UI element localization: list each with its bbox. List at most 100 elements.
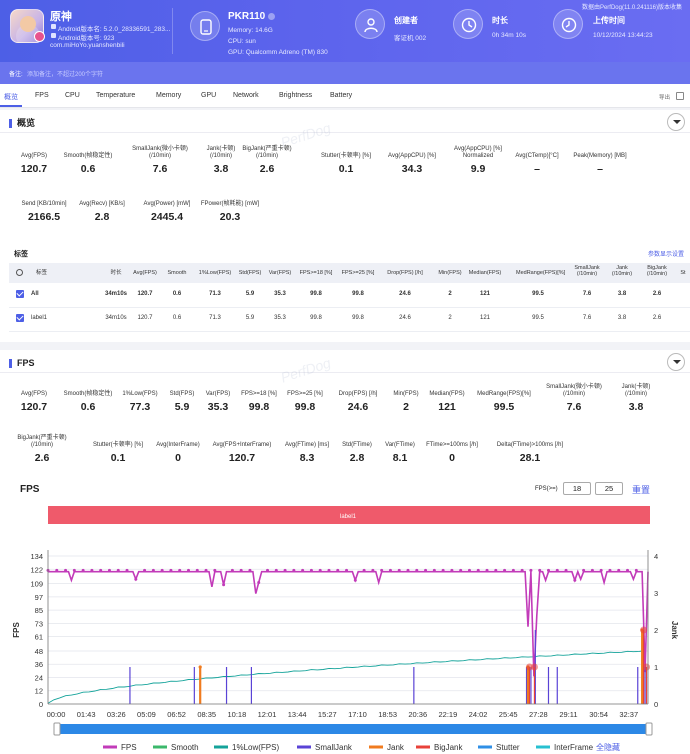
label-band[interactable] bbox=[48, 506, 650, 524]
table-header-cell[interactable]: Smooth bbox=[167, 270, 187, 276]
fps-threshold-input-2[interactable]: 25 bbox=[595, 482, 623, 495]
fps-point bbox=[406, 568, 410, 572]
fps-point bbox=[107, 568, 111, 572]
column-settings-icon[interactable] bbox=[16, 269, 23, 276]
table-header-cell[interactable]: 标签 bbox=[36, 270, 48, 276]
tab-fps[interactable]: FPS bbox=[35, 92, 49, 99]
metric-label: FPS>=18 [%] bbox=[241, 391, 277, 397]
tab-memory[interactable]: Memory bbox=[156, 92, 182, 99]
table-header-cell[interactable]: Median(FPS) bbox=[468, 270, 502, 276]
legend-item-fps[interactable]: FPS bbox=[121, 743, 137, 752]
metric-item: Send [KB/10min] 2166.5 bbox=[8, 194, 80, 223]
device-info-icon[interactable] bbox=[268, 12, 276, 20]
table-header-cell[interactable]: Var(FPS) bbox=[268, 270, 292, 276]
y-tick-label: 0 bbox=[39, 700, 43, 709]
metric-item: Min(FPS) 2 bbox=[376, 384, 436, 413]
zoom-handle-left[interactable] bbox=[53, 722, 61, 736]
row-checkbox[interactable] bbox=[16, 314, 24, 322]
more-icon[interactable] bbox=[676, 92, 684, 100]
fps-collapse-button[interactable] bbox=[667, 353, 685, 371]
reset-button[interactable]: 重置 bbox=[632, 485, 651, 495]
row-checkbox[interactable] bbox=[16, 290, 24, 298]
overview-collapse-button[interactable] bbox=[667, 113, 685, 131]
table-header-cell[interactable]: FPS>=25 [%] bbox=[341, 270, 375, 276]
tab-battery[interactable]: Battery bbox=[330, 92, 353, 99]
watermark: PerfDog bbox=[278, 354, 333, 386]
param-settings-link[interactable]: 参数显示设置 bbox=[647, 252, 684, 258]
y-tick-label: 36 bbox=[35, 660, 43, 669]
table-header-cell[interactable]: Std(FPS) bbox=[238, 270, 262, 276]
table-cell: 34m10s bbox=[105, 315, 127, 321]
tab-overview[interactable]: 概览 bbox=[4, 94, 18, 101]
table-header-cell[interactable]: Jank (/10min) bbox=[611, 265, 633, 277]
table-header-cell[interactable]: Min(FPS) bbox=[438, 270, 462, 276]
table-cell: 35.3 bbox=[274, 291, 286, 297]
table-row[interactable] bbox=[9, 308, 690, 332]
table-cell: 121 bbox=[479, 315, 490, 321]
y2-tick-label: 3 bbox=[654, 589, 658, 598]
remark-bar[interactable]: 备注: 添加备注，不超过200个字符 bbox=[0, 62, 690, 84]
tab-temperature[interactable]: Temperature bbox=[96, 92, 136, 99]
duration-value: 0h 34m 10s bbox=[492, 32, 526, 39]
fps-point bbox=[353, 578, 357, 582]
y-tick-label: 24 bbox=[35, 673, 43, 682]
fps-threshold-input-1[interactable]: 18 bbox=[563, 482, 591, 495]
device-memory: Memory: 14.6G bbox=[228, 27, 273, 34]
legend-item-stutter[interactable]: Stutter bbox=[496, 743, 520, 752]
metric-label: Jank(卡顿) (/10min) bbox=[621, 384, 651, 397]
table-header-cell[interactable]: Avg(FPS) bbox=[133, 270, 157, 276]
table-header-cell[interactable]: MedRange(FPS)[%] bbox=[516, 270, 566, 276]
table-header-cell[interactable]: BigJank (/10min) bbox=[646, 265, 668, 277]
fps-point bbox=[239, 568, 243, 572]
tab-brightness[interactable]: Brightness bbox=[279, 92, 313, 99]
fps-point bbox=[467, 568, 471, 572]
tab-network[interactable]: Network bbox=[233, 92, 259, 99]
tab-gpu[interactable]: GPU bbox=[201, 92, 217, 99]
x-tick-label: 17:10 bbox=[348, 710, 367, 719]
tab-cpu[interactable]: CPU bbox=[65, 92, 80, 99]
user-icon bbox=[355, 9, 385, 39]
fps-point bbox=[309, 568, 313, 572]
table-header-cell[interactable]: St bbox=[680, 270, 686, 276]
jank-marker-bigjank bbox=[643, 663, 651, 671]
metric-item: MedRange(FPS)[%] 99.5 bbox=[474, 384, 534, 413]
metric-value: 0.6 bbox=[80, 401, 96, 413]
metric-item: Smooth(帧稳定性) 0.6 bbox=[54, 146, 122, 175]
zoom-handle-right[interactable] bbox=[645, 722, 653, 736]
legend-hide-all-button[interactable]: 全隐藏 bbox=[596, 742, 620, 752]
table-cell: label1 bbox=[31, 315, 48, 321]
legend-item-bigjank[interactable]: BigJank bbox=[434, 743, 463, 752]
metric-value: 2.6 bbox=[34, 452, 50, 464]
fps-point bbox=[195, 568, 199, 572]
fps-point bbox=[608, 568, 612, 572]
legend-item-smooth[interactable]: Smooth bbox=[171, 743, 199, 752]
fps-point bbox=[503, 568, 507, 572]
metric-value: 2445.4 bbox=[150, 211, 184, 223]
legend-item-smalljank[interactable]: SmallJank bbox=[315, 743, 353, 752]
tab-bar: 概览 FPS CPU Temperature Memory GPU Networ… bbox=[0, 84, 690, 108]
table-header-cell[interactable]: Drop(FPS) [/h] bbox=[387, 270, 423, 276]
remark-input[interactable]: 添加备注，不超过200个字符 bbox=[27, 72, 104, 78]
table-row[interactable] bbox=[9, 284, 690, 308]
table-header-cell[interactable]: 1%Low(FPS) bbox=[198, 270, 232, 276]
fps-point bbox=[538, 568, 542, 572]
x-tick-label: 10:18 bbox=[227, 710, 246, 719]
fps-point bbox=[494, 568, 498, 572]
export-button[interactable]: 导出 bbox=[658, 95, 670, 101]
table-header-cell[interactable]: SmallJank (/10min) bbox=[574, 265, 600, 277]
legend-item-interframe[interactable]: InterFrame bbox=[554, 743, 594, 752]
metric-value: 5.9 bbox=[174, 401, 190, 413]
metric-item: Jank(卡顿) (/10min) 3.8 bbox=[606, 384, 666, 413]
x-tick-label: 29:11 bbox=[559, 710, 577, 719]
table-header-cell[interactable]: 时长 bbox=[110, 270, 122, 276]
legend-item-1-low-fps-[interactable]: 1%Low(FPS) bbox=[232, 743, 279, 752]
legend-item-jank[interactable]: Jank bbox=[387, 743, 405, 752]
y-tick-label: 109 bbox=[30, 580, 43, 589]
fps-point bbox=[169, 568, 173, 572]
table-header-cell[interactable]: FPS>=18 [%] bbox=[299, 270, 333, 276]
table-cell: 0.6 bbox=[172, 291, 182, 297]
metric-item: Avg(CTemp)[°C] – bbox=[503, 146, 571, 175]
fps-chart[interactable]: label10122436486173859710912213401234FPS… bbox=[0, 504, 690, 754]
zoom-slider[interactable] bbox=[56, 724, 648, 734]
metric-value: 77.3 bbox=[129, 401, 151, 413]
